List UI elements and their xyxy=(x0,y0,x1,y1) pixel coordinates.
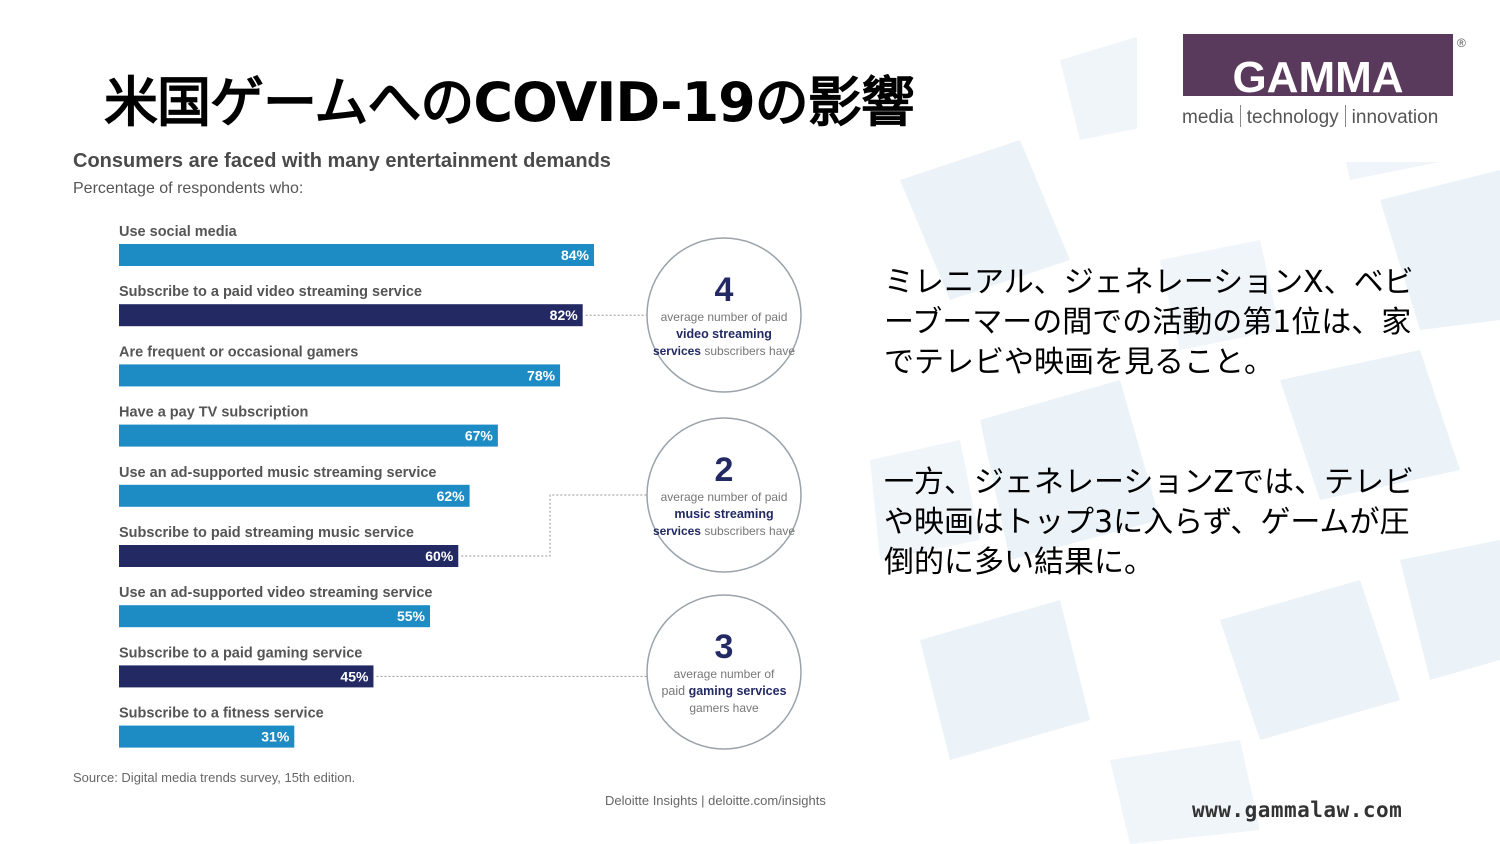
callout-text: services subscribers have xyxy=(653,344,795,358)
bar xyxy=(119,725,295,748)
bar-value-label: 67% xyxy=(465,428,494,444)
callout-text: average number of paid xyxy=(661,490,788,504)
bar-category-label: Subscribe to a fitness service xyxy=(119,706,324,722)
callout-circle xyxy=(646,594,802,750)
website-url: www.gammalaw.com xyxy=(1192,798,1403,822)
callout-text: services subscribers have xyxy=(653,524,795,538)
bar-category-label: Are frequent or occasional gamers xyxy=(119,344,358,360)
bar-value-label: 84% xyxy=(561,247,590,263)
bar-value-label: 45% xyxy=(340,668,369,684)
background-texture xyxy=(860,0,1500,844)
callout-text-span: subscribers have xyxy=(704,524,795,538)
callout-text: average number of xyxy=(674,667,775,681)
bar-chart: Use social media 84% Subscribe to a paid v… xyxy=(119,224,802,750)
bar-category-label: Have a pay TV subscription xyxy=(119,405,308,421)
bar-value-label: 60% xyxy=(425,548,454,564)
bar xyxy=(119,424,498,447)
callout-number: 4 xyxy=(715,271,734,309)
tagline-media: media xyxy=(1182,107,1234,128)
callout-text-span: services xyxy=(653,344,704,358)
callout-text: average number of paid xyxy=(661,310,788,324)
tagline-technology: technology xyxy=(1246,107,1339,128)
callout-text: paid gaming services xyxy=(661,684,786,698)
registered-mark: ® xyxy=(1457,36,1466,50)
bar-value-label: 62% xyxy=(437,488,466,504)
callout-circle xyxy=(646,237,802,393)
bar xyxy=(119,545,459,567)
callout-text: music streaming xyxy=(674,507,773,521)
slide-title: 米国ゲームへのCOVID-19の影響 xyxy=(104,71,915,134)
chart-credit: Deloitte Insights | deloitte.com/insight… xyxy=(605,793,826,808)
logo-name: GAMMA LAW xyxy=(1232,53,1404,97)
bar-category-label: Use social media xyxy=(119,224,238,240)
callout-text: gamers have xyxy=(689,701,759,715)
bar-category-label: Subscribe to a paid video streaming serv… xyxy=(119,284,422,300)
bar xyxy=(119,304,583,327)
bar-category-label: Use an ad-supported music streaming serv… xyxy=(119,465,437,481)
callout-text: video streaming xyxy=(676,327,772,341)
tagline-divider xyxy=(1344,105,1346,127)
bar-category-label: Subscribe to paid streaming music servic… xyxy=(119,525,414,541)
bar-category-label: Subscribe to a paid gaming service xyxy=(119,645,362,661)
callout-circle xyxy=(646,417,802,573)
bar xyxy=(119,244,594,266)
bar-value-label: 55% xyxy=(397,608,426,624)
bar xyxy=(119,484,470,507)
chart-title: Consumers are faced with many entertainm… xyxy=(73,150,611,172)
bar-value-label: 82% xyxy=(550,307,579,323)
callout-text-span: subscribers have xyxy=(704,344,795,358)
bar-value-label: 31% xyxy=(261,729,290,745)
bar xyxy=(119,665,374,688)
callout-text-span: services xyxy=(653,524,704,538)
callout-number: 3 xyxy=(715,628,734,666)
bar xyxy=(119,605,431,628)
body-paragraph-2: 一方、ジェネレーションZでは、テレビや映画はトップ3に入らず、ゲームが圧倒的に多… xyxy=(884,465,1414,580)
gamma-law-logo: GAMMA LAW xyxy=(1183,34,1453,96)
body-paragraph-1: ミレニアル、ジェネレーションX、ベビーブーマーの間での活動の第1位は、家でテレビ… xyxy=(884,265,1414,380)
callout-text-span: paid xyxy=(661,684,688,698)
callout-text-span: gaming services xyxy=(689,684,787,698)
callout-connector xyxy=(461,494,659,557)
tagline-innovation: innovation xyxy=(1351,107,1439,128)
bar-value-label: 78% xyxy=(527,367,556,383)
callout-number: 2 xyxy=(715,451,734,489)
tagline-divider xyxy=(1239,105,1241,127)
bar xyxy=(119,364,561,387)
chart-subtitle: Percentage of respondents who: xyxy=(73,180,304,197)
chart-source: Source: Digital media trends survey, 15t… xyxy=(73,770,356,785)
bar-category-label: Use an ad-supported video streaming serv… xyxy=(119,585,432,601)
logo-tagline: media technology innovation xyxy=(1182,105,1457,129)
